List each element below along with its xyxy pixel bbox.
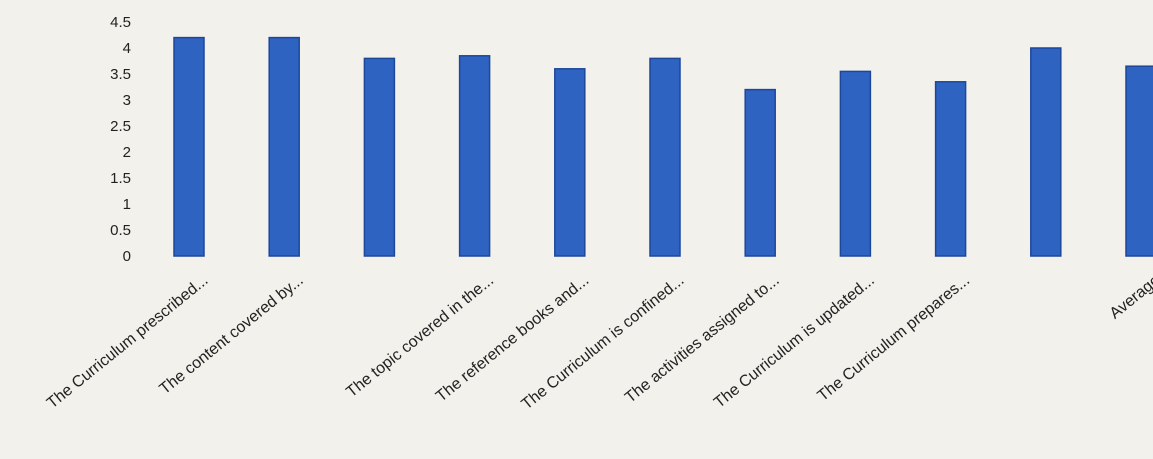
- bar: [173, 36, 205, 257]
- x-tick-label: The Curriculum prepares...: [815, 272, 974, 405]
- bar: [268, 36, 300, 257]
- bar: [1125, 65, 1153, 257]
- bar: [934, 81, 967, 257]
- x-tick-label: The Curriculum is confined...: [519, 272, 688, 413]
- y-tick-label: 1.5: [110, 170, 131, 187]
- x-tick-label: Average: [1107, 272, 1153, 323]
- bar: [554, 68, 586, 257]
- y-tick-label: 0: [123, 248, 131, 265]
- x-tick-label: The Curriculum prescribed...: [44, 272, 212, 412]
- x-tick-label: The reference books and...: [433, 272, 592, 406]
- y-tick-label: 4: [123, 40, 131, 57]
- bar: [1030, 47, 1062, 257]
- x-tick-label: The Curriculum is updated...: [711, 272, 878, 412]
- y-tick-label: 2: [123, 144, 131, 161]
- y-axis: 0 0.5 1 1.5 2 2.5 3 3.5 4 4.5: [110, 14, 131, 265]
- y-tick-label: 4.5: [110, 14, 131, 31]
- bar: [363, 57, 396, 257]
- y-tick-label: 0.5: [110, 222, 131, 239]
- bar: [458, 55, 491, 257]
- bar: [649, 57, 681, 257]
- y-tick-label: 1: [123, 196, 131, 213]
- x-tick-label: The topic covered in the...: [343, 272, 497, 401]
- x-tick-label: The activities assigned to...: [622, 272, 783, 407]
- y-tick-label: 3.5: [110, 66, 131, 83]
- x-axis-labels: The Curriculum prescribed...The content …: [44, 272, 1153, 413]
- bar: [744, 88, 776, 257]
- bars: [173, 36, 1153, 257]
- bar: [839, 70, 872, 257]
- y-tick-label: 3: [123, 92, 131, 109]
- y-tick-label: 2.5: [110, 118, 131, 135]
